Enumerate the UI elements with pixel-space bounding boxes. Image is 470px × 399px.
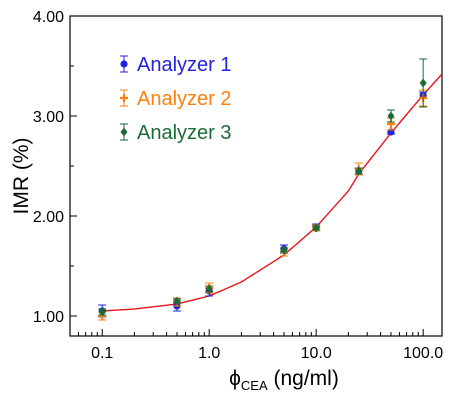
data-point bbox=[205, 284, 213, 294]
data-point bbox=[312, 223, 320, 233]
y-tick-label: 1.00 bbox=[33, 309, 64, 326]
x-axis-label-units: (ng/ml) bbox=[268, 367, 339, 390]
x-tick-label: 1.0 bbox=[198, 345, 220, 362]
legend-label: Analyzer 2 bbox=[137, 88, 232, 110]
data-point bbox=[280, 245, 288, 255]
series-3 bbox=[98, 58, 428, 317]
legend-label: Analyzer 3 bbox=[137, 122, 232, 144]
data-point bbox=[355, 166, 363, 176]
plot-frame bbox=[69, 15, 443, 337]
data-point bbox=[173, 296, 181, 306]
y-tick-label: 2.00 bbox=[33, 209, 64, 226]
x-tick-label: 10.0 bbox=[301, 345, 332, 362]
y-tick-label: 3.00 bbox=[33, 109, 64, 126]
legend-marker bbox=[120, 127, 128, 137]
y-axis-label: IMR (%) bbox=[10, 138, 33, 215]
series-layer bbox=[98, 58, 428, 321]
legend-label: Analyzer 1 bbox=[137, 54, 232, 76]
legend-item: Analyzer 1 bbox=[120, 54, 232, 76]
data-point bbox=[387, 111, 395, 121]
fit-curve bbox=[102, 73, 443, 312]
x-tick-label: 0.1 bbox=[91, 345, 113, 362]
x-axis-label-subscript: CEA bbox=[241, 378, 268, 393]
legend-item: Analyzer 3 bbox=[120, 122, 232, 144]
data-point bbox=[419, 78, 427, 88]
data-point bbox=[98, 307, 106, 317]
legend-marker bbox=[120, 60, 128, 68]
x-axis-label-symbol: ϕ bbox=[229, 367, 241, 390]
y-tick-label: 4.00 bbox=[33, 9, 64, 26]
x-axis-label: ϕCEA (ng/ml) bbox=[229, 367, 339, 393]
legend-item: Analyzer 2 bbox=[120, 88, 232, 110]
fit-curve-layer bbox=[102, 73, 443, 312]
x-tick-label: 100.0 bbox=[403, 345, 443, 362]
y-axis-ticks: 1.00 2.00 3.00 4.00 bbox=[33, 9, 77, 326]
legend: Analyzer 1 Analyzer 2 Analyzer 3 bbox=[120, 54, 232, 144]
x-axis-ticks: 0.1 1.0 10.0 100.0 bbox=[77, 329, 443, 362]
legend-marker bbox=[120, 94, 128, 102]
